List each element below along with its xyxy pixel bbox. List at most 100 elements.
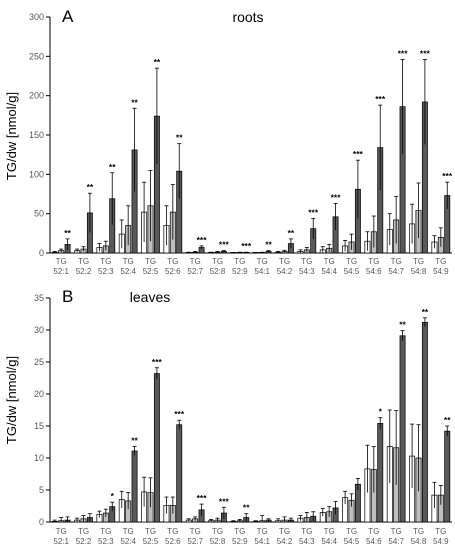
p0-y-tick-label-1: 50 [34, 209, 44, 219]
p1-bar-15-s2 [399, 335, 406, 523]
p0-category-label-17-line2: 54:9 [433, 267, 449, 276]
p0-significance-16: *** [420, 48, 431, 58]
p0-significance-17: *** [442, 171, 453, 181]
p0-category-label-2-line2: 52:3 [98, 267, 114, 276]
p1-category-label-7-line2: 52:8 [210, 537, 226, 546]
p0-significance-6: *** [197, 235, 208, 245]
p1-category-label-5-line1: TG [167, 527, 178, 536]
p1-significance-5: *** [174, 409, 185, 419]
p0-significance-15: *** [398, 48, 409, 58]
p1-y-tick-label-5: 25 [34, 357, 44, 367]
panel-leaves: 05101520253035TG52:1TG52:2*TG52:3**TG52:… [34, 293, 452, 546]
p1-y-tick-label-1: 5 [39, 485, 44, 495]
p0-y-tick-label-5: 250 [29, 51, 44, 61]
p1-category-label-2-line2: 52:3 [98, 537, 114, 546]
y-axis-title-leaves: TG/dw [nmol/g] [4, 356, 19, 444]
panel-roots: 050100150200250300**TG52:1**TG52:2**TG52… [29, 12, 453, 276]
p0-category-label-0-line2: 52:1 [53, 267, 69, 276]
p1-category-label-5-line2: 52:6 [165, 537, 181, 546]
p0-significance-9: ** [265, 240, 272, 250]
p1-category-label-9-line2: 54:1 [254, 537, 270, 546]
p0-significance-2: ** [109, 162, 116, 172]
p0-significance-14: *** [375, 94, 386, 104]
p1-category-label-2-line1: TG [100, 527, 111, 536]
p0-category-label-11-line2: 54:3 [299, 267, 315, 276]
p0-significance-10: ** [288, 228, 295, 238]
p1-significance-3: ** [131, 435, 138, 445]
p0-y-tick-label-2: 100 [29, 169, 44, 179]
p1-category-label-15-line2: 54:7 [388, 537, 404, 546]
p1-significance-15: ** [399, 320, 406, 330]
panel-letter-b: B [62, 287, 73, 306]
p1-category-label-6-line1: TG [190, 527, 201, 536]
p1-category-label-6-line2: 52:7 [187, 537, 203, 546]
p1-category-label-13-line1: TG [346, 527, 357, 536]
p0-category-label-1-line2: 52:2 [76, 267, 92, 276]
p1-category-label-4-line1: TG [145, 527, 156, 536]
p1-category-label-10-line1: TG [279, 527, 290, 536]
p1-bar-4-s2 [153, 373, 160, 523]
p1-category-label-0-line2: 52:1 [53, 537, 69, 546]
p0-category-label-1-line1: TG [78, 257, 89, 266]
p0-category-label-13-line1: TG [346, 257, 357, 266]
p1-category-label-10-line2: 54:2 [277, 537, 293, 546]
p0-category-label-16-line1: TG [413, 257, 424, 266]
p1-category-label-3-line1: TG [123, 527, 134, 536]
p1-category-label-7-line1: TG [212, 527, 223, 536]
p1-significance-16: ** [422, 307, 429, 317]
p1-significance-7: *** [219, 496, 230, 506]
p1-category-label-0-line1: TG [56, 527, 67, 536]
p0-significance-7: *** [219, 240, 230, 250]
p0-y-tick-label-3: 150 [29, 130, 44, 140]
p0-category-label-2-line1: TG [100, 257, 111, 266]
p1-category-label-16-line1: TG [413, 527, 424, 536]
p1-category-label-11-line1: TG [301, 527, 312, 536]
y-axis-title-roots: TG/dw [nmol/g] [4, 92, 19, 180]
p1-bar-16-s2 [421, 321, 428, 523]
p1-category-label-13-line2: 54:5 [344, 537, 360, 546]
p1-category-label-8-line2: 52:9 [232, 537, 248, 546]
p1-category-label-14-line1: TG [368, 527, 379, 536]
p1-bar-14-s2 [377, 423, 384, 523]
p1-significance-2: * [111, 491, 115, 501]
p1-significance-8: ** [243, 503, 250, 513]
p0-category-label-15-line1: TG [391, 257, 402, 266]
p0-significance-11: *** [308, 207, 319, 217]
p0-category-label-9-line1: TG [257, 257, 268, 266]
p0-y-tick-label-0: 0 [39, 248, 44, 258]
p1-significance-14: * [379, 407, 383, 417]
p0-category-label-3-line1: TG [123, 257, 134, 266]
p1-category-label-1-line2: 52:2 [76, 537, 92, 546]
panel-letter-a: A [62, 7, 74, 26]
p1-significance-17: ** [444, 415, 451, 425]
p1-category-label-15-line1: TG [391, 527, 402, 536]
p1-y-tick-label-3: 15 [34, 421, 44, 431]
p1-category-label-17-line1: TG [435, 527, 446, 536]
p1-category-label-12-line2: 54:4 [321, 537, 337, 546]
p1-bar-5-s2 [176, 424, 183, 523]
p0-category-label-16-line2: 54:8 [411, 267, 427, 276]
p0-category-label-6-line2: 52:7 [187, 267, 203, 276]
p1-bar-3-s2 [131, 450, 138, 523]
p0-category-label-10-line1: TG [279, 257, 290, 266]
p0-significance-3: ** [131, 97, 138, 107]
p1-category-label-1-line1: TG [78, 527, 89, 536]
p0-category-label-14-line1: TG [368, 257, 379, 266]
p1-y-tick-label-6: 30 [34, 325, 44, 335]
p1-category-label-17-line2: 54:9 [433, 537, 449, 546]
p0-category-label-6-line1: TG [190, 257, 201, 266]
p1-y-tick-label-7: 35 [34, 293, 44, 303]
p1-bar-17-s2 [444, 430, 451, 523]
p1-category-label-4-line2: 52:5 [143, 537, 159, 546]
p0-significance-12: *** [331, 192, 342, 202]
p0-category-label-10-line2: 54:2 [277, 267, 293, 276]
p0-category-label-13-line2: 54:5 [344, 267, 360, 276]
p0-category-label-7-line2: 52:8 [210, 267, 226, 276]
p0-significance-1: ** [87, 182, 94, 192]
p0-category-label-3-line2: 52:4 [120, 267, 136, 276]
p0-category-label-14-line2: 54:6 [366, 267, 382, 276]
p0-significance-13: *** [353, 149, 364, 159]
p0-category-label-11-line1: TG [301, 257, 312, 266]
